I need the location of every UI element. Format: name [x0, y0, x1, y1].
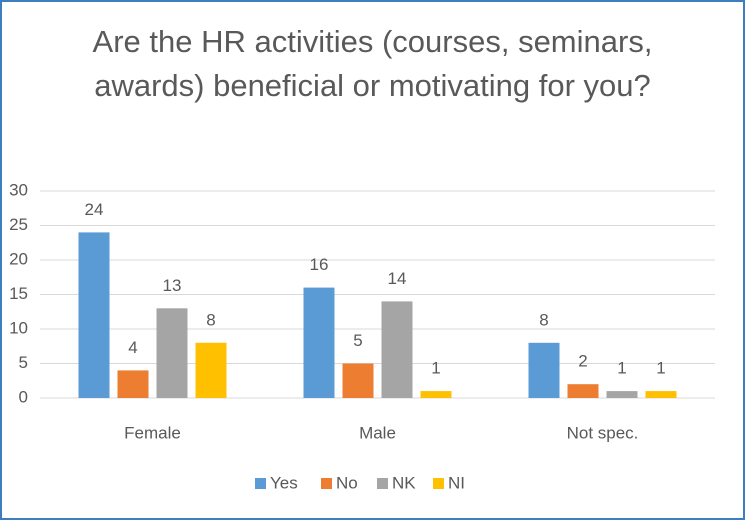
value-label: 2: [578, 352, 587, 371]
legend-label: NK: [392, 473, 416, 492]
y-tick-label: 30: [9, 180, 28, 199]
y-tick-label: 20: [9, 249, 28, 268]
value-label: 8: [206, 310, 215, 329]
bar: [528, 342, 560, 398]
x-tick-label: Female: [124, 423, 181, 442]
y-tick-label: 10: [9, 318, 28, 337]
bar: [645, 391, 677, 398]
legend-label: NI: [448, 473, 465, 492]
value-label: 1: [617, 359, 626, 378]
bar: [567, 384, 599, 398]
legend-label: No: [336, 473, 358, 492]
value-label: 14: [388, 269, 407, 288]
bar: [606, 391, 638, 398]
value-label: 5: [353, 331, 362, 350]
value-label: 16: [310, 255, 329, 274]
bar: [195, 342, 227, 398]
y-tick-label: 25: [9, 215, 28, 234]
value-label: 8: [539, 310, 548, 329]
value-label: 1: [431, 359, 440, 378]
legend-swatch: [321, 478, 332, 489]
value-label: 4: [128, 338, 137, 357]
bar: [156, 308, 188, 398]
bar: [117, 370, 149, 398]
y-tick-label: 5: [19, 353, 28, 372]
legend-label: Yes: [270, 473, 298, 492]
chart-title: Are the HR activities (courses, seminars…: [92, 24, 653, 103]
y-tick-label: 0: [19, 387, 28, 406]
value-label: 24: [85, 200, 104, 219]
x-tick-label: Not spec.: [567, 423, 639, 442]
x-tick-label: Male: [359, 423, 396, 442]
bar: [420, 391, 452, 398]
legend-swatch: [255, 478, 266, 489]
legend-swatch: [377, 478, 388, 489]
bar: [381, 301, 413, 398]
bar: [303, 287, 335, 398]
bar: [342, 363, 374, 398]
y-tick-label: 15: [9, 284, 28, 303]
bar: [78, 232, 110, 398]
legend-swatch: [433, 478, 444, 489]
value-label: 1: [656, 359, 665, 378]
value-label: 13: [163, 276, 182, 295]
